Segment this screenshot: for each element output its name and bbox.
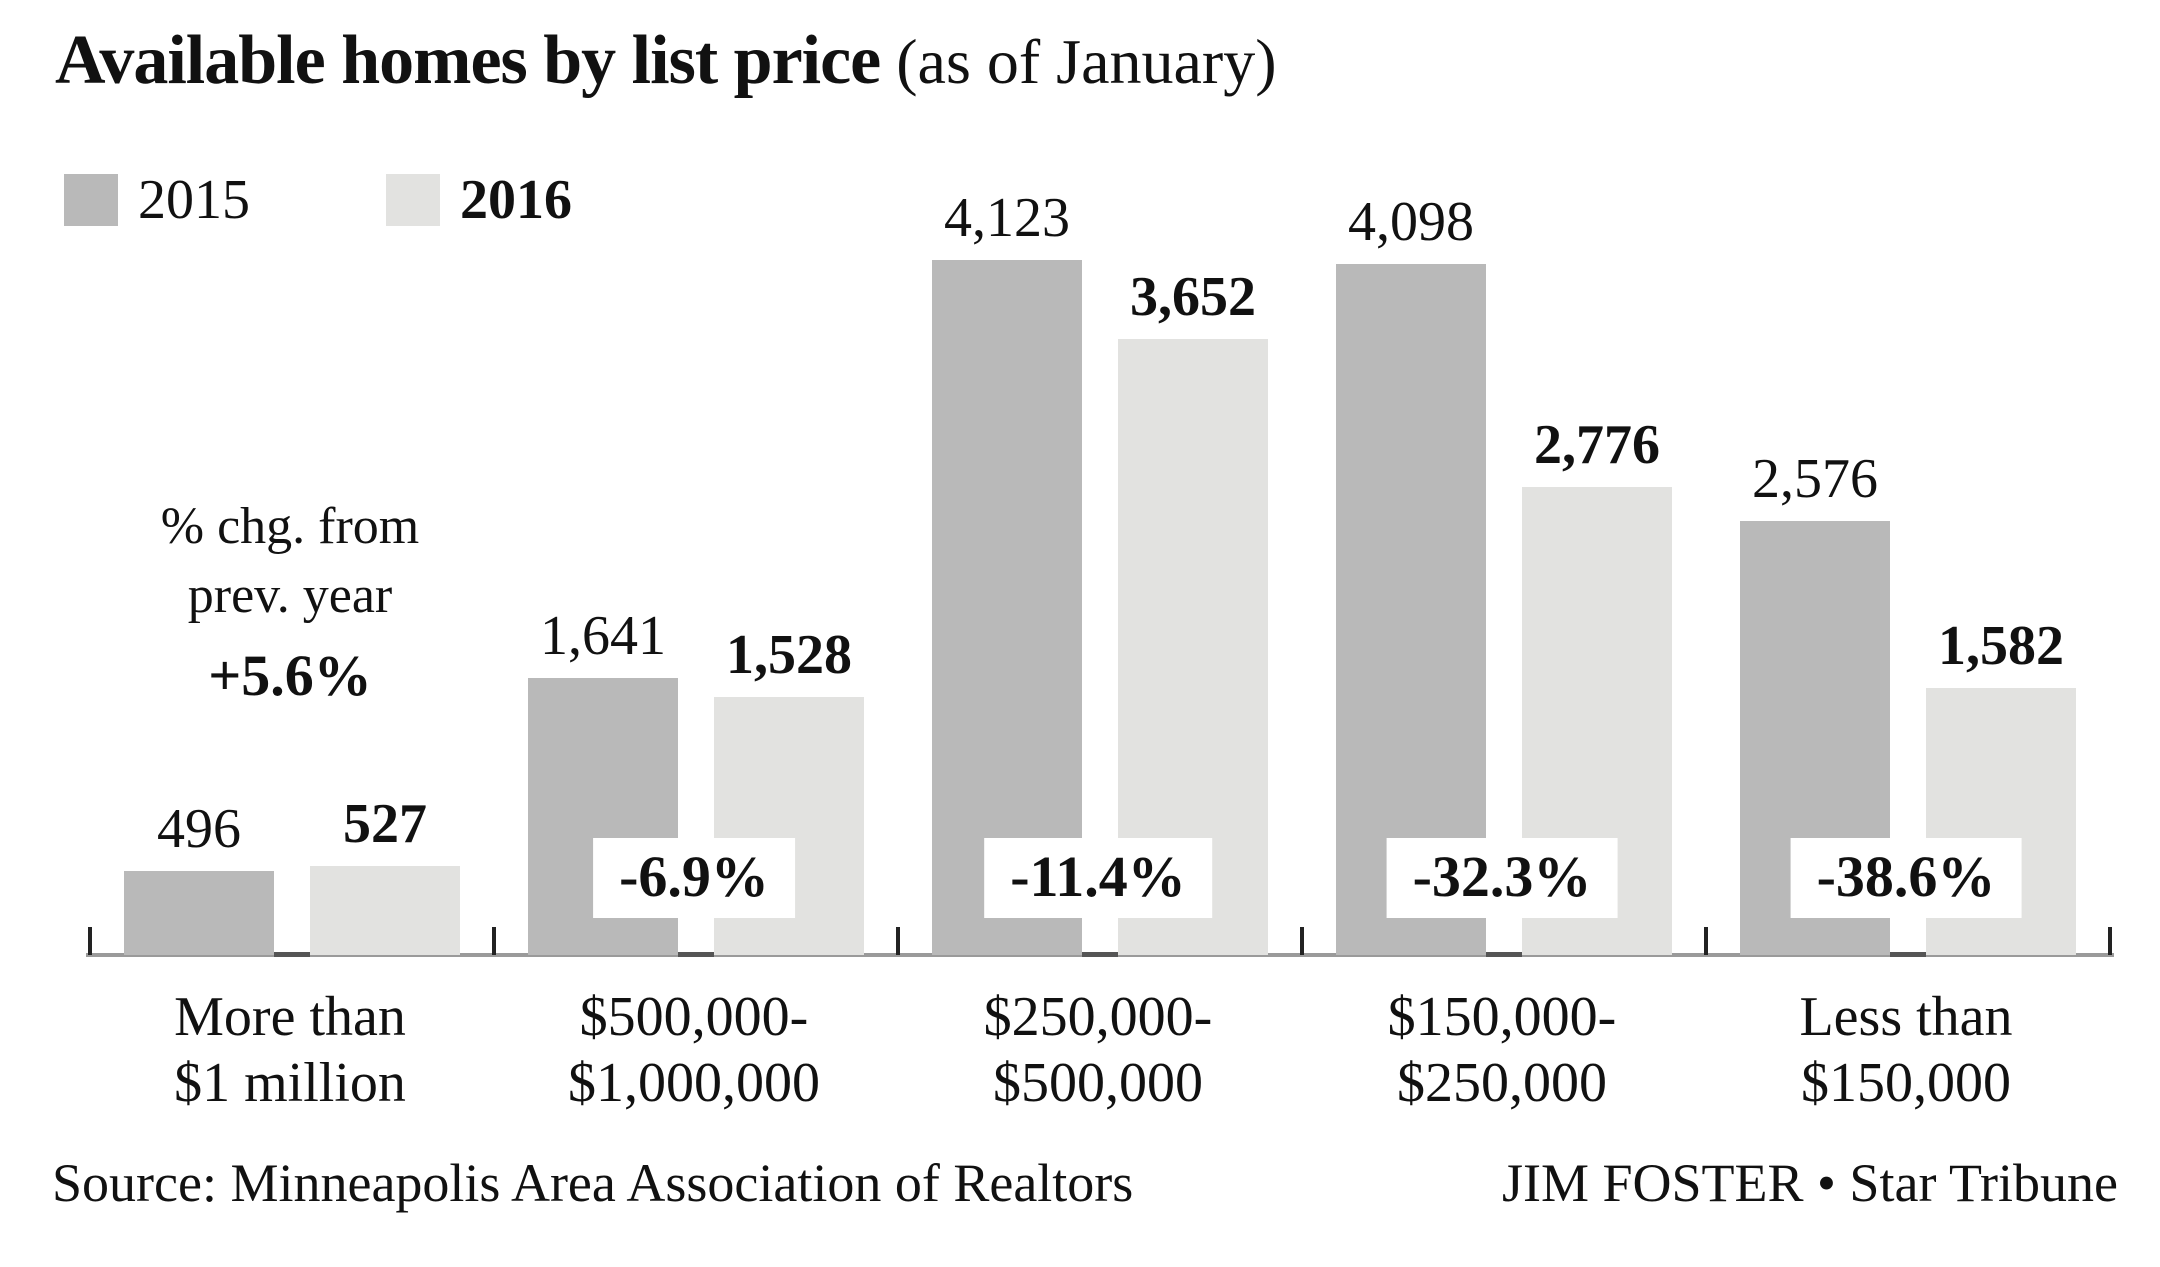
pct-change-badge: -38.6%: [1790, 838, 2022, 918]
category-label: Less than $150,000: [1799, 986, 2013, 1114]
axis-tick: [492, 927, 496, 955]
value-label-2015: 2,576: [1752, 447, 1878, 510]
legend-label-2016: 2016: [460, 169, 572, 231]
bar-group-3: 4,123 3,652 -11.4%: [896, 0, 1300, 1267]
legend-swatch-2015: [64, 174, 118, 226]
bar-group-4: 4,098 2,776 -32.3%: [1300, 0, 1704, 1267]
axis-tick: [1704, 927, 1708, 955]
pct-change-note: % chg. from prev. year: [88, 492, 492, 630]
page-title-main: Available homes by list price: [55, 22, 881, 99]
pct-change-badge: -32.3%: [1386, 838, 1618, 918]
axis-tick: [896, 927, 900, 955]
pct-change-badge: -6.9%: [593, 838, 795, 918]
pct-change-badge: -11.4%: [984, 838, 1212, 918]
pct-change-note-line1: % chg. from: [160, 498, 420, 555]
legend-label-2015: 2015: [138, 169, 250, 231]
axis-tick: [88, 927, 92, 955]
bar-group-2: 1,641 1,528 -6.9%: [492, 0, 896, 1267]
source-text: Source: Minneapolis Area Association of …: [52, 1153, 1134, 1213]
legend-item-2015: 2015: [64, 168, 250, 232]
value-label-2016: 1,528: [726, 624, 852, 687]
category-label: $150,000- $250,000: [1387, 986, 1617, 1114]
legend-swatch-2016: [386, 174, 440, 226]
category-label: $500,000- $1,000,000: [568, 986, 820, 1114]
bar-2016: [310, 866, 460, 955]
bar-group-1: 496 527: [88, 0, 492, 1267]
value-label-2016: 3,652: [1130, 266, 1256, 329]
axis-gap-segment: [1486, 952, 1522, 957]
axis-gap-segment: [1890, 952, 1926, 957]
axis-tick: [1300, 927, 1304, 955]
legend-item-2016: 2016: [386, 168, 572, 232]
value-label-2016: 2,776: [1534, 414, 1660, 477]
bar-2015: [124, 871, 274, 955]
value-label-2016: 527: [343, 793, 427, 856]
axis-gap-segment: [1082, 952, 1118, 957]
axis-gap-segment: [274, 952, 310, 957]
credit-text: JIM FOSTER • Star Tribune: [1501, 1153, 2118, 1213]
pct-change-group1: +5.6%: [208, 643, 372, 708]
value-label-2015: 4,123: [944, 187, 1070, 249]
value-label-2015: 4,098: [1348, 191, 1474, 254]
axis-tick: [2108, 927, 2112, 955]
legend: 2015 2016: [64, 168, 572, 232]
pct-change-note-line2: prev. year: [187, 567, 393, 625]
category-label: $250,000- $500,000: [983, 986, 1213, 1114]
axis-gap-segment: [678, 952, 714, 957]
category-label: More than $1 million: [174, 986, 406, 1114]
bar-group-5: 2,576 1,582 -38.6%: [1704, 0, 2108, 1267]
value-label-2015: 496: [157, 798, 241, 861]
value-label-2016: 1,582: [1938, 615, 2064, 678]
page-title-suffix: (as of January): [880, 26, 1277, 97]
page-title: Available homes by list price (as of Jan…: [55, 22, 1277, 99]
value-label-2015: 1,641: [540, 605, 666, 668]
